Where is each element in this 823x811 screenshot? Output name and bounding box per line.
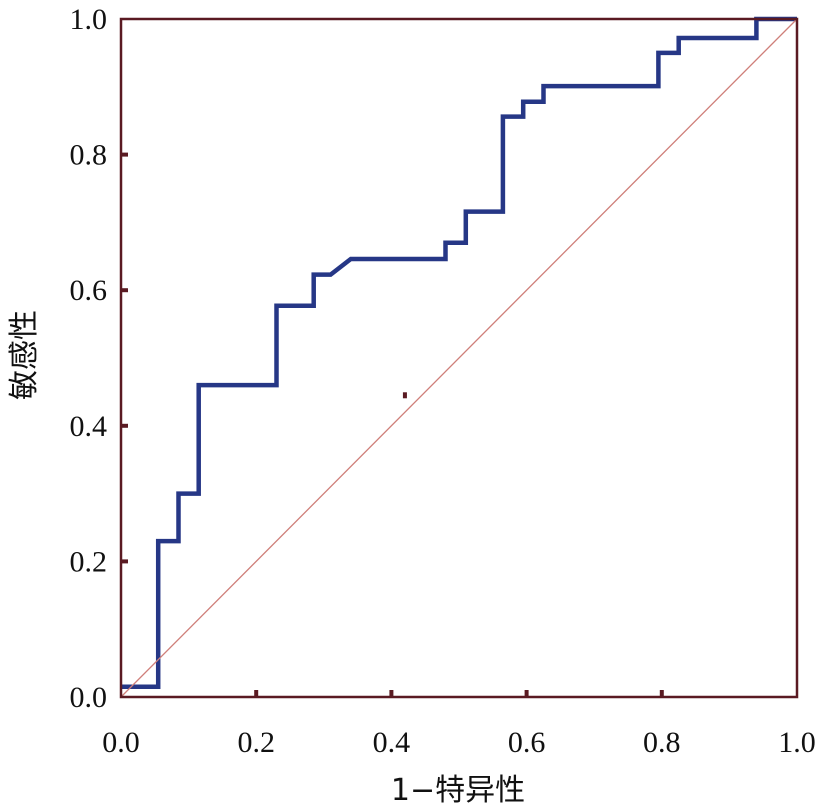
x-tick-label: 0.8 [643,726,681,759]
x-axis-ticks: 0.0 0.2 0.4 0.6 0.8 1.0 [102,690,816,759]
y-axis-ticks: 0.0 0.2 0.4 0.6 0.8 1.0 [70,3,128,714]
y-tick-label: 0.8 [70,139,108,172]
stray-mark [402,392,407,399]
x-tick-label: 0.2 [237,726,275,759]
reference-diagonal-line [120,18,798,698]
x-axis-label: 1−特异性 [391,773,525,808]
y-tick-label: 1.0 [70,3,108,36]
x-tick-label: 1.0 [778,726,816,759]
y-tick-label: 0.4 [70,410,108,443]
y-tick-label: 0.0 [70,681,108,714]
x-tick-label: 0.0 [102,726,140,759]
roc-curve [121,16,797,690]
y-tick-label: 0.6 [70,274,108,307]
plot-frame [119,17,799,699]
plot-area [119,16,799,699]
y-axis-label: 敏感性 [7,310,42,400]
x-tick-label: 0.6 [508,726,546,759]
y-tick-label: 0.2 [70,545,108,578]
x-tick-label: 0.4 [373,726,411,759]
